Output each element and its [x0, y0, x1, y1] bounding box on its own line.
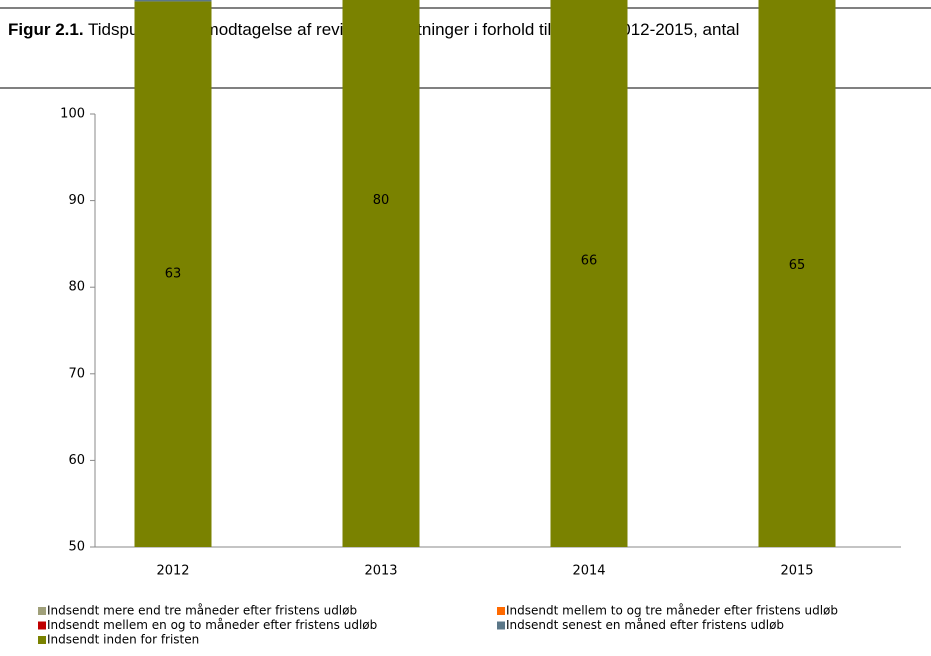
legend-label: Indsendt mellem to og tre måneder efter …	[506, 604, 838, 618]
bar-segment	[134, 1, 212, 548]
legend-swatch	[38, 607, 46, 615]
y-tick-label: 60	[68, 453, 85, 468]
y-tick-label: 50	[68, 540, 85, 555]
legend-swatch	[38, 636, 46, 644]
value-label: 66	[581, 254, 598, 269]
x-tick-label: 2013	[364, 564, 397, 579]
legend-label: Indsendt mere end tre måneder efter fris…	[47, 604, 357, 618]
bar-segment	[550, 0, 628, 547]
y-tick-label: 70	[68, 366, 85, 381]
x-tick-label: 2014	[572, 564, 605, 579]
legend-label: Indsendt senest en måned efter fristens …	[506, 618, 784, 632]
y-tick-label: 80	[68, 280, 85, 295]
x-tick-label: 2012	[156, 564, 189, 579]
bar-segment	[134, 0, 212, 2]
title-label: Figur 2.1.	[8, 20, 84, 39]
legend-label: Indsendt mellem en og to måneder efter f…	[47, 618, 377, 632]
value-label: 63	[165, 267, 182, 282]
value-label: 65	[789, 258, 806, 273]
value-label: 80	[373, 193, 390, 208]
legend-swatch	[497, 607, 505, 615]
x-tick-label: 2015	[780, 564, 813, 579]
bar-segment	[758, 0, 836, 548]
legend-swatch	[497, 621, 505, 630]
bar-segment	[342, 0, 420, 547]
legend-swatch	[38, 621, 46, 630]
legend-label: Indsendt inden for fristen	[47, 633, 199, 647]
y-tick-label: 100	[60, 107, 85, 122]
y-tick-label: 90	[68, 193, 85, 208]
